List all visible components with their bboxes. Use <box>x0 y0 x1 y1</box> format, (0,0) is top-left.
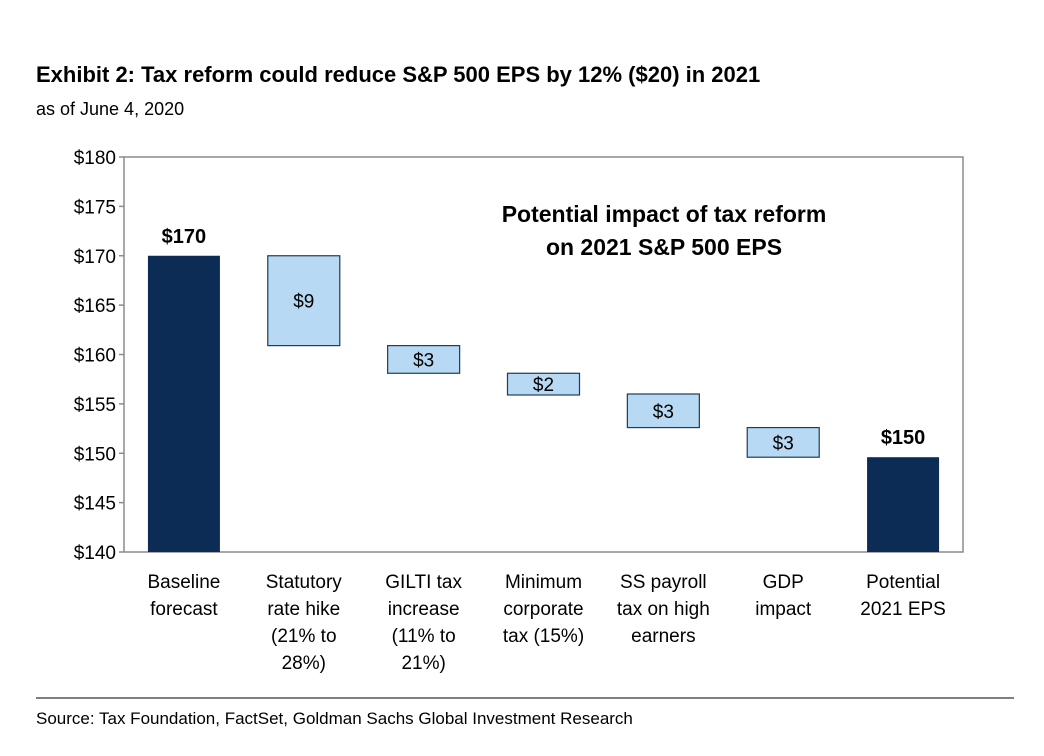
x-category-label: GDP impact <box>755 572 812 620</box>
y-tick-label: $155 <box>74 395 116 416</box>
x-category-label-line: Baseline <box>147 572 220 593</box>
y-tick-label: $160 <box>74 346 116 367</box>
x-category-label: Potential 2021 EPS <box>860 572 946 620</box>
y-tick-label: $140 <box>74 543 116 564</box>
y-tick-label: $175 <box>74 197 116 218</box>
x-category-label-line: tax on high <box>617 599 710 620</box>
source-note: Source: Tax Foundation, FactSet, Goldman… <box>36 709 633 728</box>
bar-labels: $170 $9 $3 $2 $3 $3 $150 <box>162 226 926 455</box>
x-category-label: Statutory rate hike (21% to 28%) <box>266 572 343 674</box>
y-tick-label: $145 <box>74 494 116 515</box>
x-category-label: Baseline forecast <box>147 572 220 620</box>
bar-value-label: $170 <box>162 226 207 248</box>
total-bar <box>867 457 940 552</box>
chart-title: Exhibit 2: Tax reform could reduce S&P 5… <box>36 62 761 87</box>
bar-value-label: $2 <box>533 375 554 396</box>
x-category-label: SS payroll tax on high earners <box>617 572 710 647</box>
x-category-label-line: corporate <box>503 599 583 620</box>
y-axis: $140 $145 $150 $155 $160 $165 $170 $175 $180 <box>74 148 124 564</box>
x-category-label-line: Potential <box>866 572 940 593</box>
x-category-label-line: rate hike <box>267 599 340 620</box>
chart-subtitle: as of June 4, 2020 <box>36 99 185 119</box>
change-bar <box>626 393 700 429</box>
source-divider <box>36 697 1014 699</box>
x-category-label-line: (21% to <box>271 626 336 647</box>
change-bar <box>267 255 341 347</box>
annotation-text: Potential impact of tax reform on 2021 S&… <box>502 201 827 260</box>
y-tick-label: $180 <box>74 148 116 169</box>
bars <box>147 255 940 552</box>
bar-value-label: $3 <box>773 433 794 454</box>
x-category-label-line: impact <box>755 599 812 620</box>
y-tick-label: $150 <box>74 444 116 465</box>
x-category-label-line: forecast <box>150 599 218 620</box>
bar-value-label: $9 <box>293 292 314 313</box>
x-category-label: Minimum corporate tax (15%) <box>503 572 584 647</box>
x-category-label-line: increase <box>388 599 460 620</box>
bar-value-label: $3 <box>413 350 434 371</box>
x-category-label-line: tax (15%) <box>503 626 584 647</box>
annotation-line: on 2021 S&P 500 EPS <box>546 234 782 260</box>
bar-value-label: $150 <box>881 427 926 449</box>
x-category-label-line: 21%) <box>401 653 445 674</box>
x-category-label-line: Statutory <box>266 572 343 593</box>
y-tick-label: $165 <box>74 296 116 317</box>
x-category-label-line: GILTI tax <box>385 572 462 593</box>
x-category-label-line: Minimum <box>505 572 582 593</box>
annotation-line: Potential impact of tax reform <box>502 201 827 227</box>
change-bar <box>506 372 581 396</box>
x-category-label-line: SS payroll <box>620 572 707 593</box>
x-category-label-line: GDP <box>763 572 804 593</box>
total-bar <box>147 255 220 552</box>
x-category-label: GILTI tax increase (11% to 21%) <box>385 572 462 674</box>
y-tick-label: $170 <box>74 247 116 268</box>
x-category-label-line: (11% to <box>392 626 456 647</box>
bar-value-label: $3 <box>653 402 674 423</box>
chart-annotation: Potential impact of tax reform on 2021 S&… <box>502 201 827 260</box>
change-bar <box>746 426 820 458</box>
x-category-label-line: earners <box>631 626 695 647</box>
change-bar <box>387 345 461 374</box>
x-category-label-line: 2021 EPS <box>860 599 946 620</box>
x-category-label-line: 28%) <box>282 653 326 674</box>
x-axis: Baseline forecast Statutory rate hike (21% t… <box>147 572 945 674</box>
waterfall-chart: $140 $145 $150 $155 $160 $165 $170 $175 $180 $17… <box>74 148 964 674</box>
